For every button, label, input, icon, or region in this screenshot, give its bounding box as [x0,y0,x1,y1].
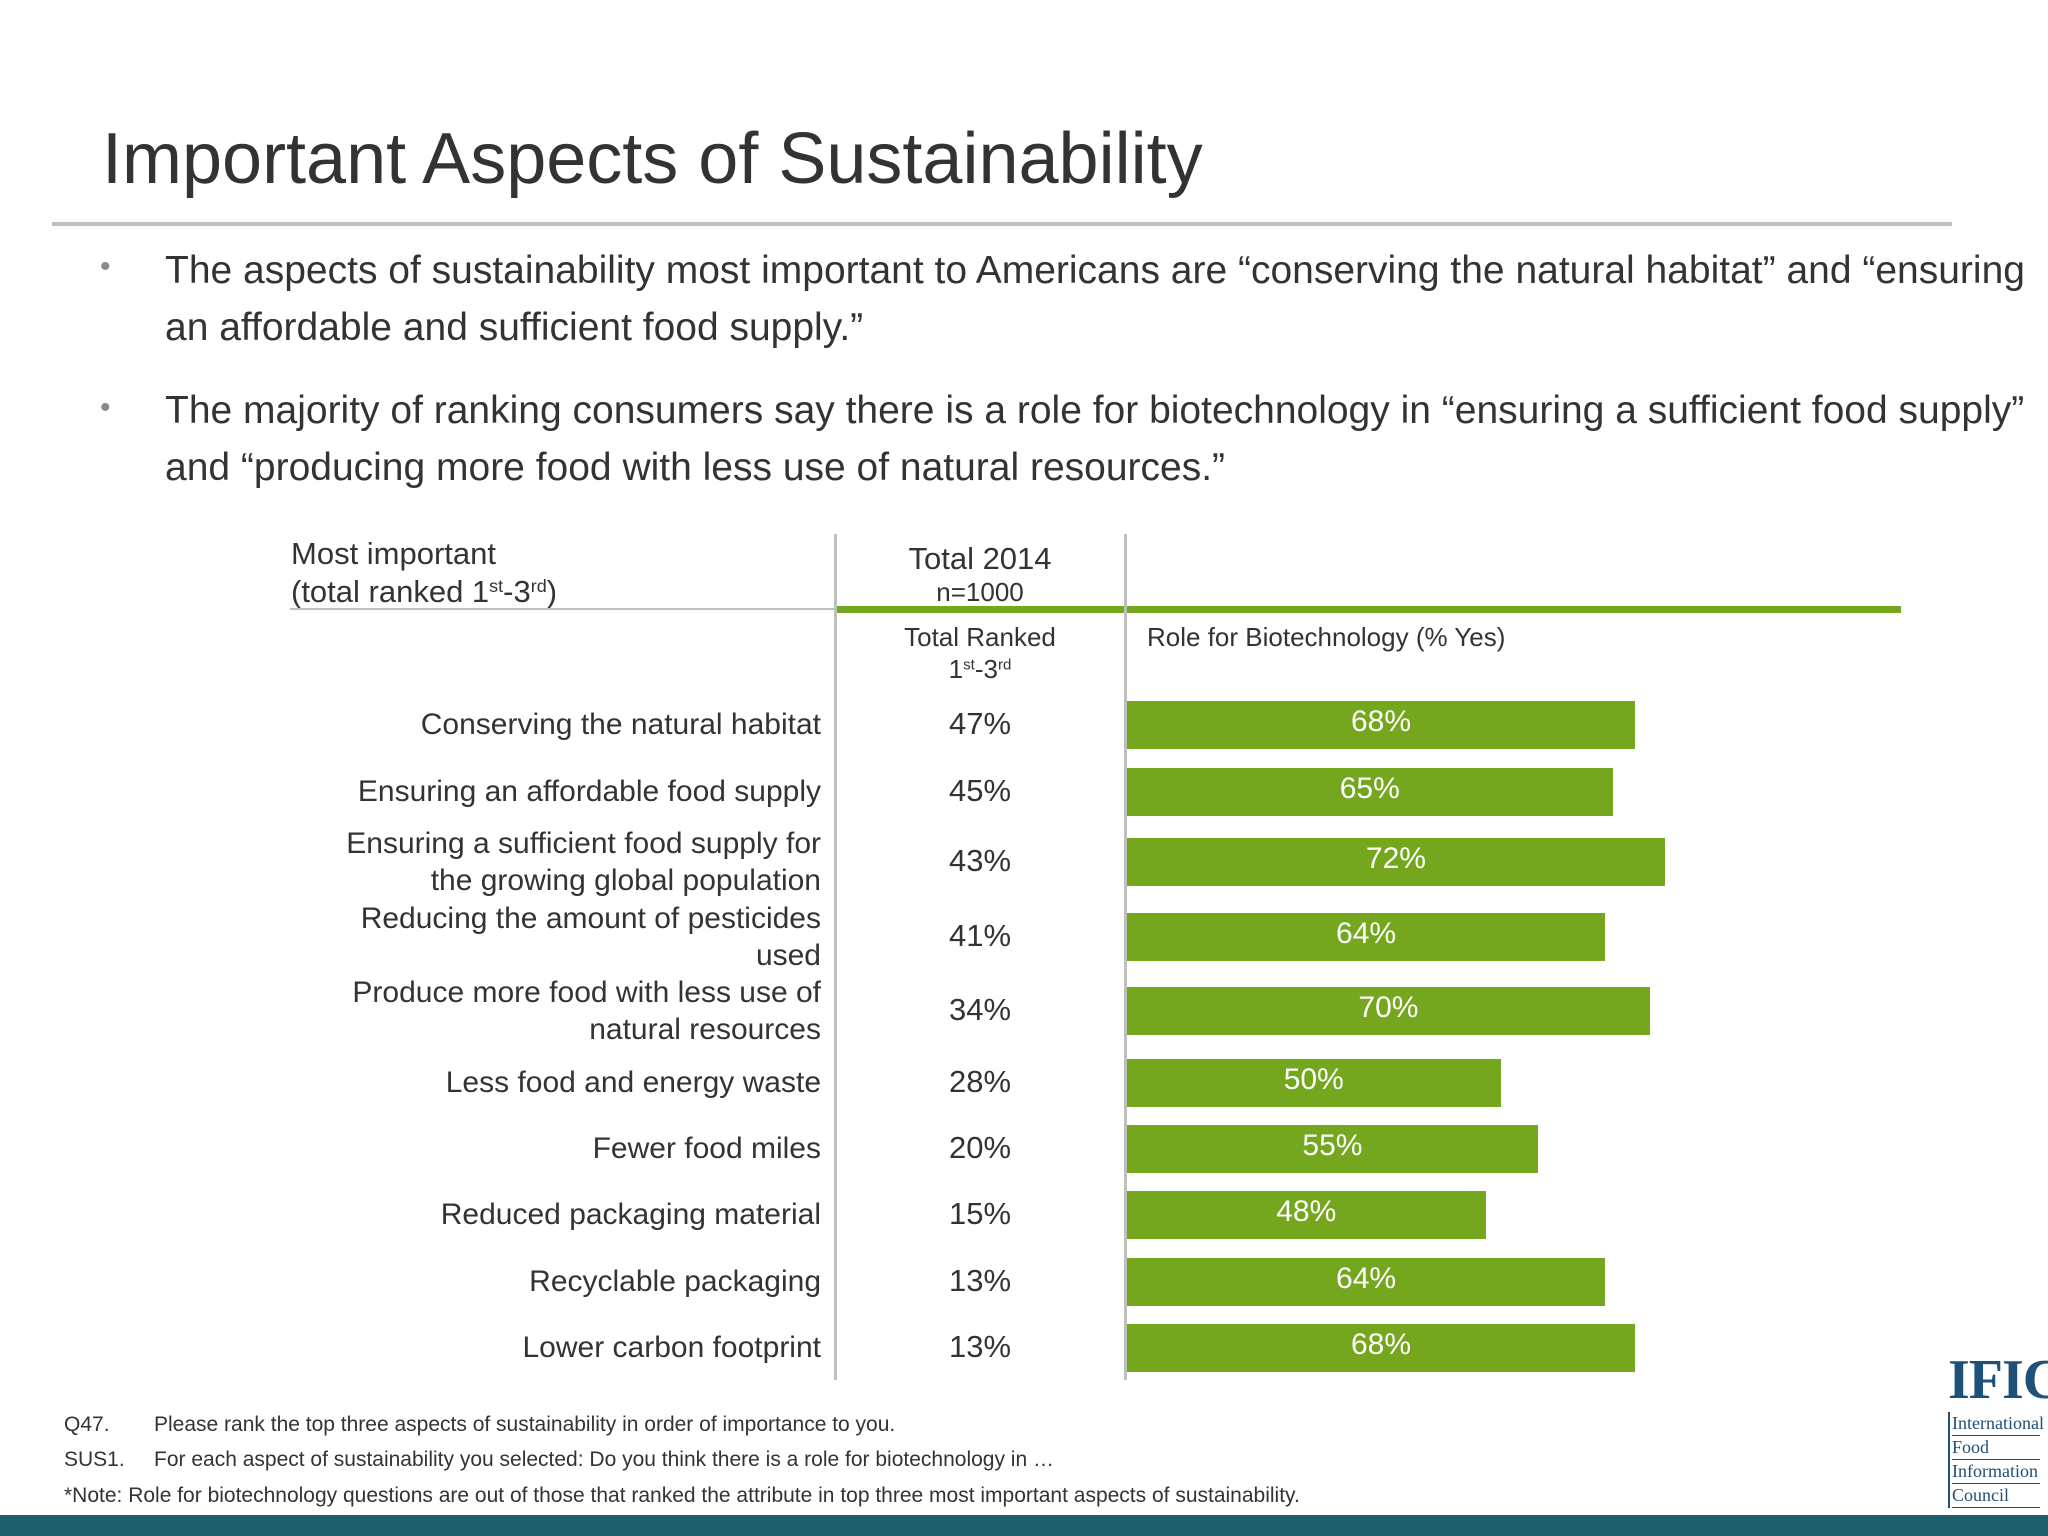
category-label: Ensuring an affordable food supply [357,775,821,808]
total-ranked-value: 13% [948,1329,1012,1364]
total-ranked-value: 43% [948,843,1012,878]
bar-value-label: 64% [1336,917,1397,950]
sample-size: n=1000 [936,577,1024,607]
category-label: Fewer food miles [592,1132,821,1165]
total-ranked-value: 20% [948,1130,1012,1165]
column-divider [834,534,837,1380]
bullet-icon: • [100,250,111,283]
header-accent-rule [836,606,1901,613]
biotech-bar [1127,1125,1538,1173]
column-subheader: Total Ranked 1st-3rd [904,622,1056,684]
bullet-icon: • [100,391,111,424]
biotech-bar [1127,913,1606,961]
biotech-bar [1127,768,1613,816]
category-label: Reduced packaging material [440,1198,821,1231]
biotech-bar [1127,1059,1501,1107]
column-divider [1124,534,1127,1380]
category-label: Conserving the natural habitat [420,708,821,741]
total-ranked-value: 34% [948,992,1012,1027]
total-ranked-value: 15% [948,1196,1012,1231]
footer-bar [0,1515,2048,1536]
bar-value-label: 68% [1350,1328,1411,1361]
bar-value-label: 48% [1276,1195,1337,1228]
title-divider [52,222,1952,226]
total-ranked-value: 28% [948,1064,1012,1099]
biotech-bar [1127,1258,1606,1306]
biotech-bar [1127,838,1665,886]
ific-logo: IFIC International Food Information Coun… [1948,1352,2048,1508]
category-label: Recyclable packaging [529,1265,821,1298]
left-header: Most important (total ranked 1st-3rd) [291,536,558,609]
bar-value-label: 68% [1350,705,1411,738]
total-ranked-value: 41% [948,918,1012,953]
bar-value-label: 65% [1339,772,1400,805]
bullet-text-1: The aspects of sustainability most impor… [165,249,2025,349]
category-label: Less food and energy waste [445,1066,821,1099]
bar-column-header: Role for Biotechnology (% Yes) [1147,622,1506,652]
biotech-bar [1127,1324,1635,1372]
bar-value-label: 55% [1302,1129,1363,1162]
biotech-bar [1127,987,1650,1035]
category-label: Produce more food with less use of natura… [352,976,821,1046]
biotech-bar [1127,701,1635,749]
bar-value-label: 72% [1365,842,1426,875]
biotech-bar [1127,1191,1486,1239]
category-label: Lower carbon footprint [522,1331,821,1364]
header-underline [290,608,836,610]
footnote-q47: Q47. Please rank the top three aspects of… [64,1413,896,1436]
bar-value-label: 64% [1336,1262,1397,1295]
bar-value-label: 70% [1358,991,1419,1024]
bullet-text-2: The majority of ranking consumers say th… [165,389,2025,489]
footnote-note: *Note: Role for biotechnology questions … [64,1484,1300,1507]
footnote-sus1: SUS1. For each aspect of sustainability y… [64,1448,1054,1471]
total-ranked-value: 45% [948,773,1012,808]
total-ranked-value: 13% [948,1263,1012,1298]
bar-value-label: 50% [1283,1063,1344,1096]
column-header: Total 2014 [908,541,1052,576]
category-label: Ensuring a sufficient food supply for the… [346,827,821,897]
category-label: Reducing the amount of pesticides used [360,902,821,972]
page-title: Important Aspects of Sustainability [102,119,1203,199]
total-ranked-value: 47% [948,706,1012,741]
